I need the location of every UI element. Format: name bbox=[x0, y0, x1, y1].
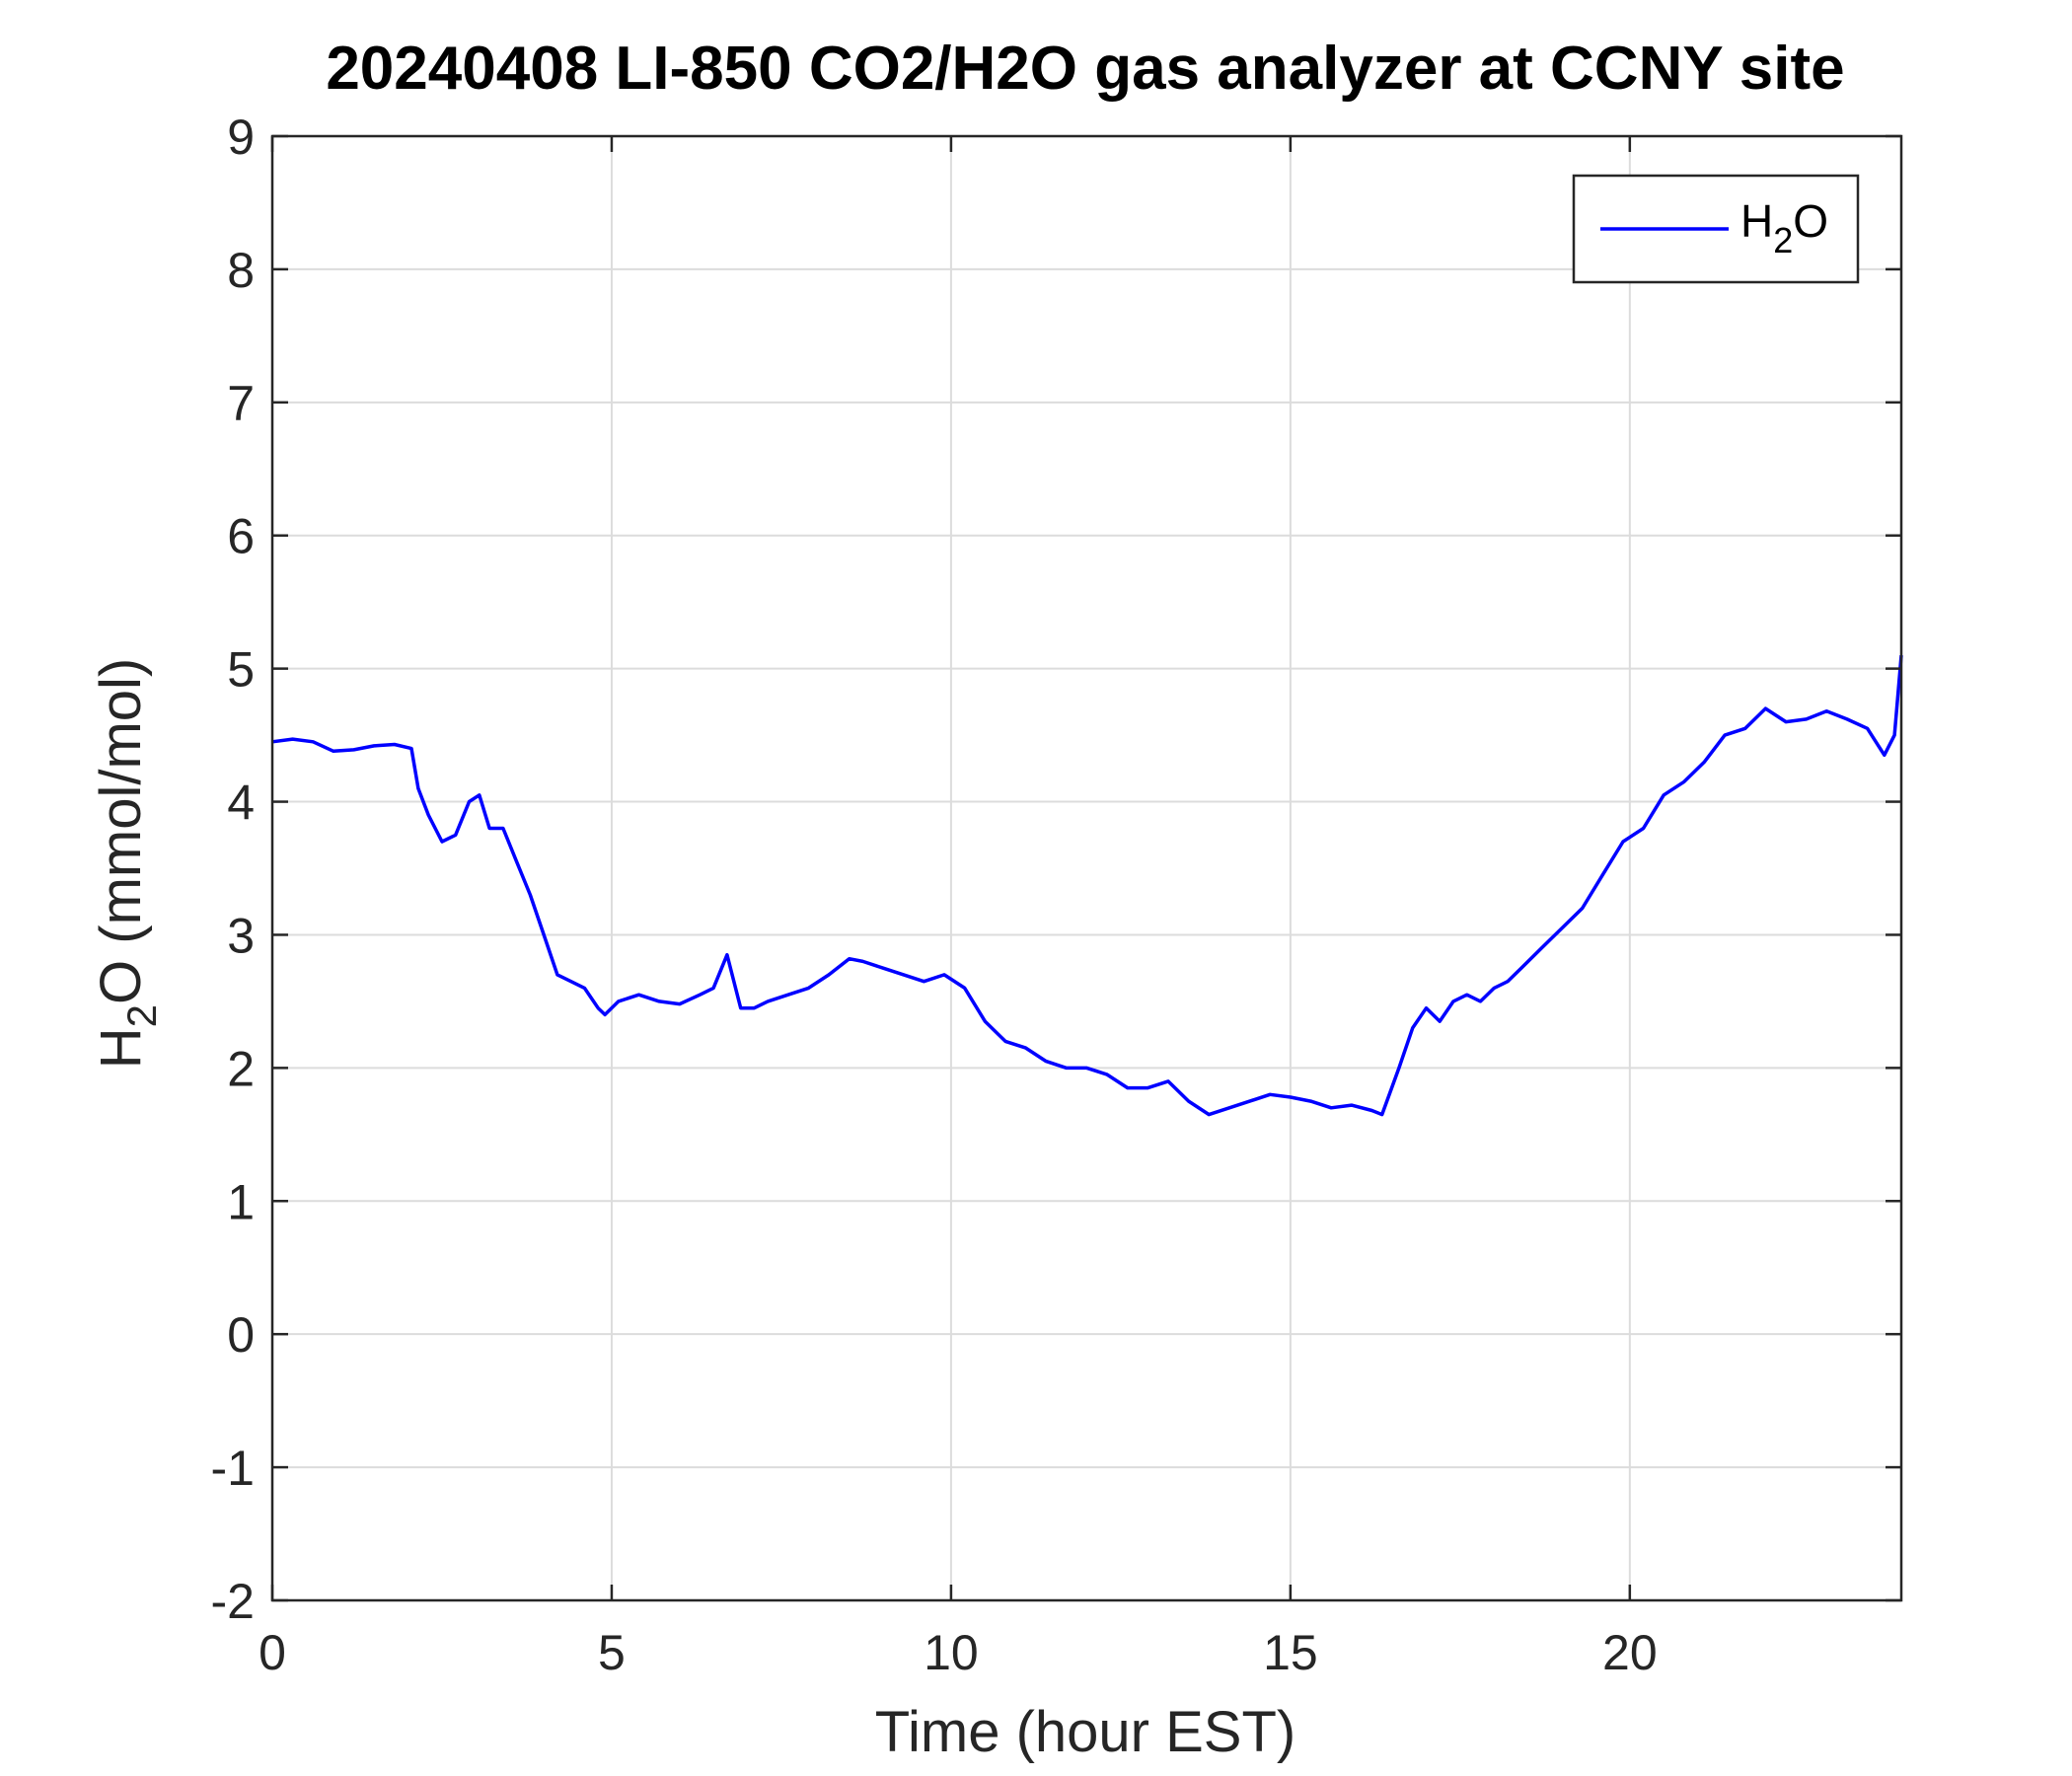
chart-title: 20240408 LI-850 CO2/H2O gas analyzer at … bbox=[326, 35, 1844, 103]
legend-entry-rest: O bbox=[1793, 195, 1828, 247]
x-tick-label: 15 bbox=[1263, 1625, 1318, 1680]
y-tick-label: 8 bbox=[227, 243, 255, 298]
legend-entry-h2o: H2O bbox=[1740, 195, 1828, 260]
legend-entry-main: H bbox=[1740, 195, 1773, 247]
y-axis-label-rest: O (mmol/mol) bbox=[89, 658, 153, 1004]
x-tick-label: 10 bbox=[924, 1625, 979, 1680]
y-tick-label: 0 bbox=[227, 1307, 255, 1363]
y-ticks: -2 -1 0 1 2 3 4 5 6 7 8 9 bbox=[211, 110, 1901, 1629]
x-tick-label: 20 bbox=[1602, 1625, 1658, 1680]
y-tick-label: 5 bbox=[227, 642, 255, 698]
y-tick-label: 3 bbox=[227, 908, 255, 963]
y-tick-label: 4 bbox=[227, 776, 255, 831]
y-axis-label-subscript: 2 bbox=[118, 1004, 165, 1027]
y-tick-label: 1 bbox=[227, 1174, 255, 1229]
plot-area bbox=[272, 136, 1901, 1600]
y-tick-label: 2 bbox=[227, 1041, 255, 1096]
x-ticks: 0 5 10 15 20 bbox=[259, 136, 1658, 1680]
y-axis-label: H2O (mmol/mol) bbox=[89, 658, 165, 1069]
x-axis-label: Time (hour EST) bbox=[875, 1700, 1295, 1764]
y-tick-label: -1 bbox=[211, 1441, 255, 1496]
x-tick-label: 0 bbox=[259, 1625, 286, 1680]
y-tick-label: 6 bbox=[227, 509, 255, 564]
y-tick-label: 9 bbox=[227, 110, 255, 165]
y-tick-label: -2 bbox=[211, 1574, 255, 1629]
y-tick-label: 7 bbox=[227, 376, 255, 431]
legend-entry-subscript: 2 bbox=[1773, 220, 1793, 260]
plot-frame bbox=[270, 134, 1903, 1602]
series-layer bbox=[271, 654, 1903, 1117]
x-tick-label: 5 bbox=[598, 1625, 626, 1680]
y-axis-label-main: H bbox=[89, 1027, 153, 1069]
legend: H2O bbox=[1572, 174, 1860, 284]
series-line-0 bbox=[271, 654, 1903, 1117]
